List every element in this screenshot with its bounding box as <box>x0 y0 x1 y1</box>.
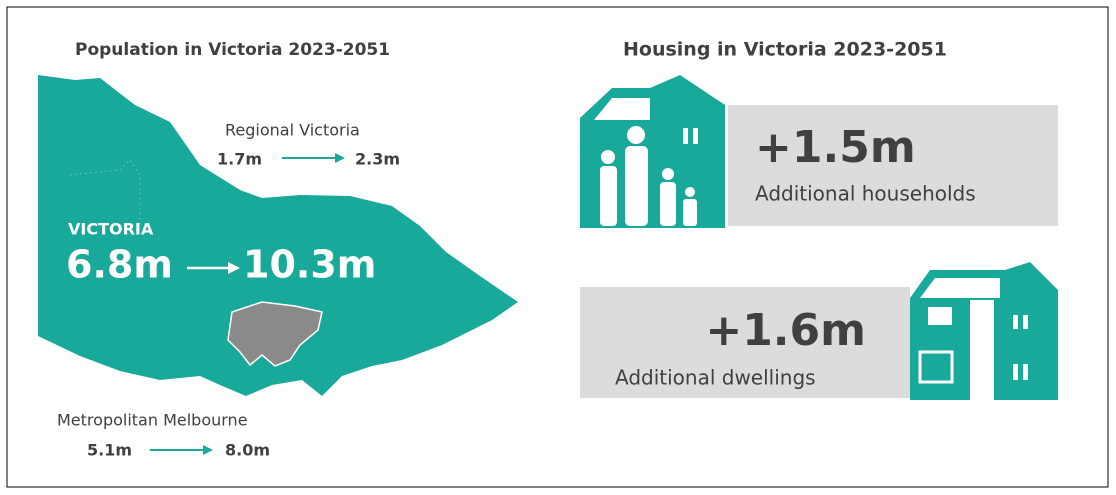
metro-from: 5.1m <box>87 441 132 460</box>
victoria-to: 10.3m <box>243 243 376 287</box>
window <box>1023 315 1028 329</box>
window <box>928 307 952 325</box>
victoria-map <box>38 75 518 396</box>
family <box>600 126 697 226</box>
households-value: +1.5m <box>755 122 916 173</box>
households-box <box>728 105 1058 226</box>
arrow-head <box>335 153 345 163</box>
dwellings-box <box>580 287 910 398</box>
victoria-from: 6.8m <box>66 243 173 287</box>
roof-detail <box>594 98 650 120</box>
roof-detail <box>920 278 1000 298</box>
arrow-head <box>203 445 213 455</box>
window <box>693 128 698 144</box>
window <box>1013 315 1018 329</box>
housing-title: Housing in Victoria 2023-2051 <box>623 39 947 61</box>
regional-from: 1.7m <box>217 150 262 169</box>
window <box>1013 364 1018 380</box>
window <box>918 350 954 384</box>
victoria-label: VICTORIA <box>68 220 154 239</box>
dwellings-label: Additional dwellings <box>615 366 816 390</box>
frame <box>6 6 1109 488</box>
metro-label: Metropolitan Melbourne <box>57 411 248 430</box>
melbourne-area <box>227 301 323 367</box>
dwellings-value: +1.6m <box>705 305 866 356</box>
households-label: Additional households <box>755 182 976 206</box>
population-title: Population in Victoria 2023-2051 <box>75 40 390 60</box>
window <box>1023 364 1028 380</box>
facade <box>970 300 994 400</box>
regional-label: Regional Victoria <box>225 121 360 140</box>
window <box>683 128 688 144</box>
regional-to: 2.3m <box>355 150 400 169</box>
arrow-head <box>228 262 240 274</box>
metro-to: 8.0m <box>225 441 270 460</box>
